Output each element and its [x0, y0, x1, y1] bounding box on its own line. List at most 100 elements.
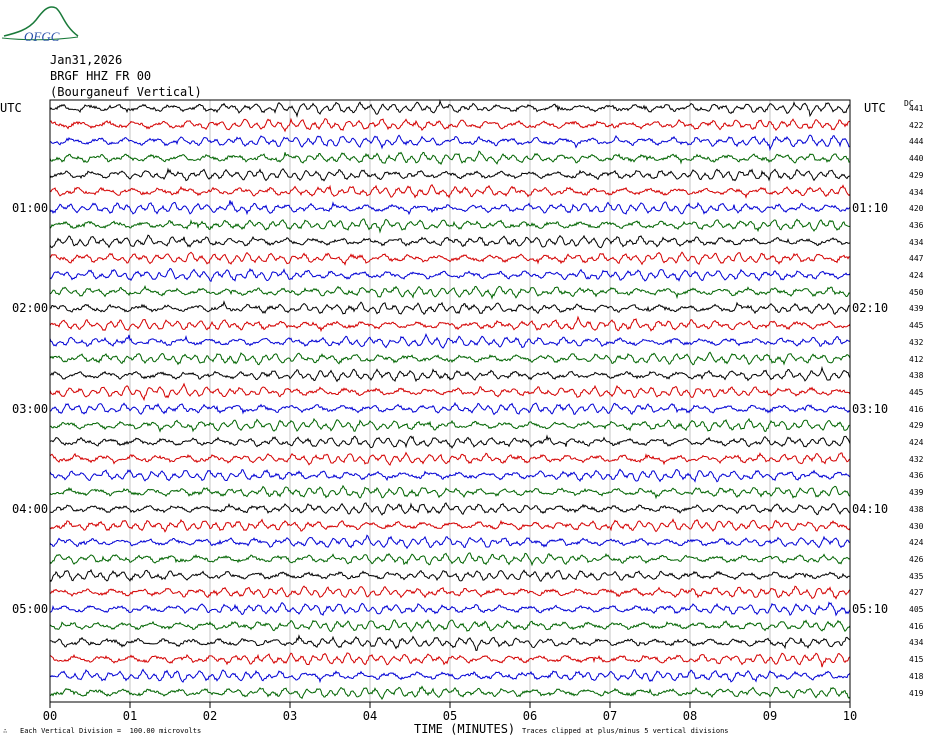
- left-time-label: 05:00: [12, 602, 49, 616]
- trace-row-30: [49, 601, 851, 617]
- x-axis-label: TIME (MINUTES): [414, 722, 516, 736]
- trace-row-16: [49, 365, 851, 383]
- footer-mark: ∴: [3, 727, 8, 735]
- dc-offset-label: 424: [909, 438, 924, 447]
- trace-row-7: [49, 218, 851, 234]
- right-time-label: 03:10: [852, 401, 889, 416]
- trace-row-8: [49, 234, 851, 249]
- trace-row-14: [49, 333, 851, 349]
- trace-row-23: [49, 484, 851, 500]
- x-tick-label: 00: [42, 709, 58, 723]
- trace-row-32: [49, 634, 851, 651]
- seismic-traces: [49, 99, 851, 701]
- dc-offset-label: 412: [909, 354, 924, 364]
- dc-offset-label: 420: [909, 204, 924, 214]
- trace-row-18: [49, 401, 851, 416]
- trace-row-29: [49, 585, 851, 600]
- trace-row-4: [49, 167, 851, 182]
- dc-offset-label: 439: [909, 304, 924, 314]
- left-time-label: 03:00: [12, 401, 49, 416]
- dc-offset-label: 424: [909, 271, 924, 280]
- dc-offset-label: 419: [909, 688, 924, 698]
- left-time-label: 04:00: [12, 501, 49, 516]
- dc-offset-label: 432: [909, 454, 924, 464]
- logo-mountain-icon: [3, 6, 79, 37]
- trace-row-15: [49, 351, 851, 366]
- logo-swoosh-icon: [1, 36, 79, 41]
- chart-date: Jan31,2026: [50, 53, 123, 67]
- dc-offset-label: 444: [909, 137, 924, 147]
- dc-offset-label: 434: [909, 638, 924, 648]
- vertical-scale-note: Each Vertical Division = 100.00 microvol…: [20, 727, 202, 735]
- dc-offset-label: 430: [909, 521, 924, 531]
- trace-row-10: [49, 267, 851, 283]
- dc-offset-label: 436: [909, 471, 924, 481]
- x-tick-label: 07: [602, 709, 618, 723]
- chart-station: BRGF HHZ FR 00: [50, 69, 152, 83]
- right-time-label: 05:10: [852, 602, 889, 616]
- x-axis-ticks: [49, 702, 851, 708]
- dc-offset-label: 429: [909, 170, 924, 180]
- trace-row-34: [49, 668, 851, 684]
- trace-row-0: [49, 99, 851, 118]
- dc-offset-label: 438: [909, 504, 924, 514]
- trace-row-6: [49, 200, 851, 216]
- trace-row-9: [49, 251, 851, 266]
- trace-row-31: [49, 619, 851, 633]
- x-tick-label: 04: [362, 709, 378, 723]
- trace-row-2: [49, 134, 851, 152]
- dc-offset-label: 405: [909, 605, 924, 614]
- plot-grid: [129, 100, 771, 702]
- dc-offset-label: 416: [909, 404, 924, 414]
- dc-offset-label: 422: [909, 120, 924, 130]
- dc-offset-label: 450: [909, 287, 924, 297]
- dc-offset-label: 429: [909, 421, 924, 431]
- trace-row-12: [49, 300, 851, 315]
- x-tick-label: 02: [202, 709, 218, 723]
- dc-offset-label: 445: [909, 387, 924, 397]
- trace-row-21: [49, 451, 851, 466]
- dc-offset-label: 432: [909, 337, 924, 347]
- trace-row-22: [49, 468, 851, 483]
- dc-offset-label: 438: [909, 371, 924, 381]
- dc-offset-label: 445: [909, 321, 924, 331]
- clip-note: Traces clipped at plus/minus 5 vertical …: [522, 727, 729, 735]
- trace-row-5: [49, 184, 851, 199]
- trace-row-26: [49, 534, 851, 550]
- right-time-label: 04:10: [852, 501, 889, 516]
- trace-row-11: [49, 285, 851, 300]
- right-time-label: 01:10: [852, 201, 889, 216]
- x-tick-label: 08: [682, 709, 698, 723]
- right-time-label: 02:10: [852, 301, 889, 316]
- trace-row-24: [49, 502, 851, 516]
- dc-offset-label: 416: [909, 621, 924, 631]
- trace-row-28: [49, 568, 850, 583]
- trace-row-33: [49, 652, 851, 668]
- trace-row-17: [49, 382, 851, 402]
- trace-row-35: [49, 685, 851, 701]
- dc-offset-label: 424: [909, 538, 924, 548]
- trace-row-13: [49, 315, 851, 333]
- trace-row-19: [49, 417, 851, 433]
- dc-offset-label: 415: [909, 655, 924, 665]
- dc-offset-label: 435: [909, 571, 924, 581]
- dc-offset-label: 439: [909, 488, 924, 498]
- trace-row-3: [49, 150, 851, 166]
- dc-offset-label: 434: [909, 237, 924, 247]
- dc-offset-label: 418: [909, 671, 924, 681]
- dc-offset-label: 436: [909, 220, 924, 230]
- right-time-label: UTC: [864, 101, 886, 115]
- dc-offset-label: 447: [909, 254, 924, 264]
- x-tick-label: 10: [842, 709, 858, 723]
- ofgc-logo: OFGC: [1, 6, 79, 44]
- dc-offset-label: 427: [909, 588, 924, 598]
- trace-row-20: [49, 434, 851, 449]
- x-tick-label: 05: [442, 709, 458, 723]
- dc-offset-label: 441: [909, 104, 924, 113]
- dc-offset-label: 440: [909, 154, 924, 164]
- chart-location: (Bourganeuf Vertical): [50, 85, 202, 99]
- x-tick-label: 03: [282, 709, 298, 723]
- trace-row-25: [49, 518, 851, 533]
- dc-header: DC: [904, 99, 914, 108]
